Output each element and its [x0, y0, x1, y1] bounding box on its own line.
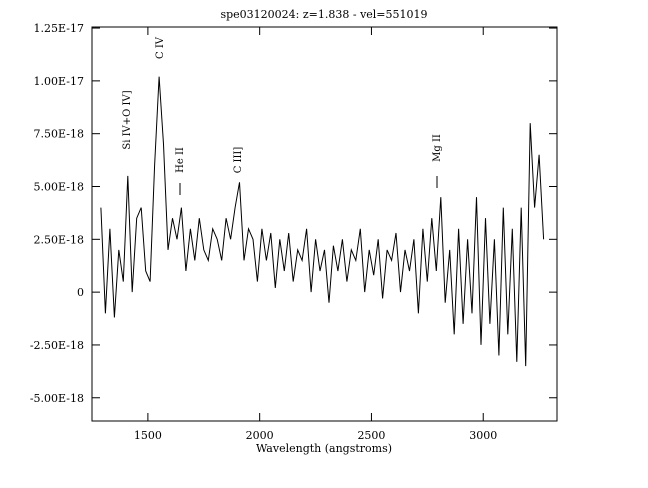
x-tick-label: 2000: [246, 429, 274, 442]
line-annotation: C III]: [233, 147, 244, 174]
y-tick-label: -2.50E-18: [30, 339, 84, 352]
y-tick-label: 1.25E-17: [34, 22, 84, 35]
x-tick-label: 1500: [134, 429, 162, 442]
y-tick-label: 2.50E-18: [34, 233, 84, 246]
spectrum-line: [100, 76, 545, 367]
line-annotation: C IV: [155, 36, 166, 59]
line-annotation: He II: [175, 147, 186, 173]
x-tick-label: 2500: [357, 429, 385, 442]
y-tick-label: 0: [77, 286, 84, 299]
line-annotation: Mg II: [432, 134, 443, 162]
x-axis-label: Wavelength (angstroms): [256, 442, 392, 455]
y-tick-label: 5.00E-18: [34, 181, 84, 194]
chart-title: spe03120024: z=1.838 - vel=551019: [220, 8, 427, 21]
x-tick-label: 3000: [469, 429, 497, 442]
line-annotation: Si IV+O IV]: [122, 90, 133, 149]
plot-frame: [91, 26, 558, 422]
y-tick-label: -5.00E-18: [30, 392, 84, 405]
y-tick-label: 1.00E-17: [34, 75, 84, 88]
y-tick-label: 7.50E-18: [34, 128, 84, 141]
